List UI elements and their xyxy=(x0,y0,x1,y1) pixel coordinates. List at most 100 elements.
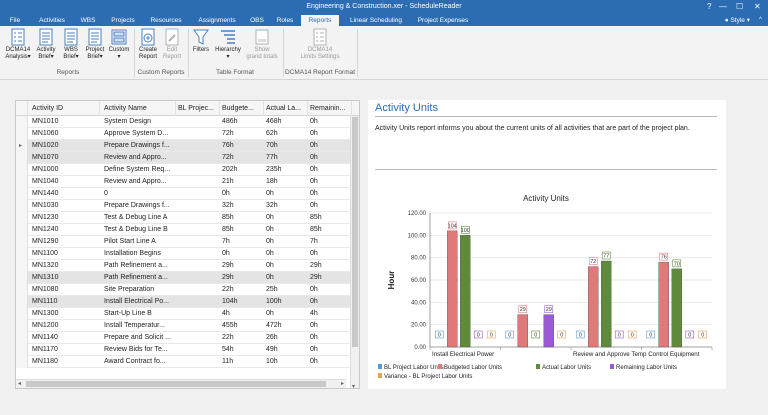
table-row[interactable]: MN1170 Review Bids for Te... 54h 49h 0h xyxy=(16,344,359,356)
row-selector[interactable] xyxy=(16,188,28,200)
cell-activity-id: MN1140 xyxy=(32,334,58,341)
row-selector[interactable] xyxy=(16,320,28,332)
table-row[interactable]: ▸ MN1020 Prepare Drawings f... 76h 70h 0h xyxy=(16,140,359,152)
tab-linear-scheduling[interactable]: Linear Scheduling xyxy=(349,17,403,24)
row-selector[interactable] xyxy=(16,332,28,344)
custom-button[interactable]: Custom ▾ xyxy=(107,28,131,61)
style-menu[interactable]: ● Style ▾ xyxy=(724,17,750,24)
table-row[interactable]: MN1030 Prepare Drawings f... 32h 32h 0h xyxy=(16,200,359,212)
row-selector[interactable] xyxy=(16,212,28,224)
row-selector[interactable]: ▸ xyxy=(16,140,28,152)
row-selector[interactable] xyxy=(16,224,28,236)
table-row[interactable]: MN1300 Start-Up Line B 4h 0h 4h xyxy=(16,308,359,320)
project-brief-button[interactable]: Project Brief▾ xyxy=(83,28,107,61)
column-header-budgeted-labor-units[interactable]: Budgete... xyxy=(220,101,264,116)
cell-remaining-labor-units: 7h xyxy=(310,238,318,245)
row-selector[interactable] xyxy=(16,260,28,272)
tab-wbs[interactable]: WBS xyxy=(80,17,96,24)
tab-resources[interactable]: Resources xyxy=(150,17,182,24)
row-selector[interactable] xyxy=(16,200,28,212)
cell-activity-id: MN1310 xyxy=(32,274,59,281)
table-row[interactable]: MN1100 Installation Begins 0h 0h 0h xyxy=(16,248,359,260)
maximize-icon[interactable]: ☐ xyxy=(736,2,744,11)
activity-brief-button[interactable]: Activity Brief▾ xyxy=(34,28,58,61)
row-selector[interactable] xyxy=(16,176,28,188)
close-icon[interactable]: ✕ xyxy=(754,2,761,11)
table-row[interactable]: MN1320 Path Refinement a... 29h 0h 29h xyxy=(16,260,359,272)
row-selector[interactable] xyxy=(16,356,28,368)
table-row[interactable]: MN1310 Path Refinement a... 29h 0h 29h xyxy=(16,272,359,284)
hierarchy-button[interactable]: Hierarchy ▾ xyxy=(213,28,243,61)
cell-remaining-labor-units: 0h xyxy=(310,250,318,257)
row-selector[interactable] xyxy=(16,296,28,308)
column-header-activity-name[interactable]: Activity Name xyxy=(100,101,176,116)
edit-report-button[interactable]: Edit Report xyxy=(161,28,183,61)
row-selector[interactable] xyxy=(16,236,28,248)
cell-bl-project-labor-units xyxy=(176,272,220,284)
tab-file[interactable]: File xyxy=(9,17,21,24)
vertical-scroll-thumb[interactable] xyxy=(352,117,358,347)
table-row[interactable]: MN1230 Test & Debug Line A 85h 0h 85h xyxy=(16,212,359,224)
scroll-down-icon[interactable]: ▾ xyxy=(352,384,356,389)
row-selector[interactable] xyxy=(16,164,28,176)
create-report-button[interactable]: Create Report xyxy=(137,28,159,61)
horizontal-scrollbar[interactable]: ◂ ▸ xyxy=(16,379,346,388)
cell-remaining-labor-units: 29h xyxy=(310,274,322,281)
minimize-icon[interactable]: — xyxy=(719,2,727,11)
cell-budgeted-labor-units: 4h xyxy=(222,310,230,317)
row-selector[interactable] xyxy=(16,308,28,320)
vertical-scrollbar[interactable]: ▾ xyxy=(350,116,359,389)
tab-roles[interactable]: Roles xyxy=(276,17,294,24)
help-icon[interactable]: ? xyxy=(707,2,712,11)
cell-activity-name: 0 xyxy=(104,190,108,197)
row-selector[interactable] xyxy=(16,152,28,164)
collapse-ribbon-icon[interactable]: ^ xyxy=(759,17,762,23)
tab-projects[interactable]: Projects xyxy=(111,17,135,24)
table-row[interactable]: MN1010 System Design 486h 468h 0h xyxy=(16,116,359,128)
scroll-right-icon[interactable]: ▸ xyxy=(340,381,344,387)
table-row[interactable]: MN1060 Approve System D... 72h 62h 0h xyxy=(16,128,359,140)
table-row[interactable]: MN1040 Review and Appro... 21h 18h 0h xyxy=(16,176,359,188)
group-separator xyxy=(134,29,135,77)
scroll-left-icon[interactable]: ◂ xyxy=(18,381,22,387)
cell-actual-labor-units: 0h xyxy=(266,262,274,269)
table-row[interactable]: MN1000 Define System Req... 202h 235h 0h xyxy=(16,164,359,176)
row-selector[interactable] xyxy=(16,248,28,260)
table-row[interactable]: MN1110 Install Electrical Po... 104h 100h 0h xyxy=(16,296,359,308)
tab-reports[interactable]: Reports xyxy=(301,15,339,26)
dcma14-limits-settings-button[interactable]: DCMA14 Limits Settings xyxy=(292,28,348,61)
cell-bl-project-labor-units xyxy=(176,140,220,152)
cell-budgeted-labor-units: 72h xyxy=(222,154,234,161)
row-selector[interactable] xyxy=(16,116,28,128)
column-header-actual-labor-units[interactable]: Actual La... xyxy=(264,101,308,116)
wbs-brief-button[interactable]: WBS Brief▾ xyxy=(60,28,82,61)
dcma14-analysis-button[interactable]: DCMA14 Analysis▾ xyxy=(4,28,32,61)
table-row[interactable]: MN1440 0 0h 0h 0h xyxy=(16,188,359,200)
table-row[interactable]: MN1290 Pilot Start Line A 7h 0h 7h xyxy=(16,236,359,248)
table-row[interactable]: MN1070 Review and Appro... 72h 77h 0h xyxy=(16,152,359,164)
tab-project-expenses[interactable]: Project Expenses xyxy=(417,17,469,24)
column-header-activity-id[interactable]: Activity ID xyxy=(28,101,100,116)
column-header-remaining-labor-units[interactable]: Remainin... xyxy=(308,101,352,116)
cell-budgeted-labor-units: 72h xyxy=(222,130,234,137)
cell-remaining-labor-units: 29h xyxy=(310,262,322,269)
tab-activities[interactable]: Activities xyxy=(39,17,65,24)
row-selector[interactable] xyxy=(16,272,28,284)
row-selector[interactable] xyxy=(16,344,28,356)
table-row[interactable]: MN1080 Site Preparation 22h 25h 0h xyxy=(16,284,359,296)
tab-assignments[interactable]: Assignments xyxy=(198,17,236,24)
row-selector[interactable] xyxy=(16,284,28,296)
table-row[interactable]: MN1200 Install Temperatur... 455h 472h 0h xyxy=(16,320,359,332)
table-row[interactable]: MN1240 Test & Debug Line B 85h 0h 85h xyxy=(16,224,359,236)
tab-obs[interactable]: OBS xyxy=(250,17,264,24)
row-selector[interactable] xyxy=(16,128,28,140)
column-header-bl-project-labor-units[interactable]: BL Projec... xyxy=(176,101,220,116)
filters-button[interactable]: Filters xyxy=(191,28,211,54)
data-label-box xyxy=(557,330,567,339)
horizontal-scroll-thumb[interactable] xyxy=(26,381,326,387)
table-row[interactable]: MN1180 Award Contract fo... 11h 10h 0h xyxy=(16,356,359,368)
table-row[interactable]: MN1140 Prepare and Solicit ... 22h 26h 0h xyxy=(16,332,359,344)
data-label-box xyxy=(518,305,528,313)
show-grand-totals-button[interactable]: Show grand totals xyxy=(244,28,280,61)
divider xyxy=(375,169,717,170)
